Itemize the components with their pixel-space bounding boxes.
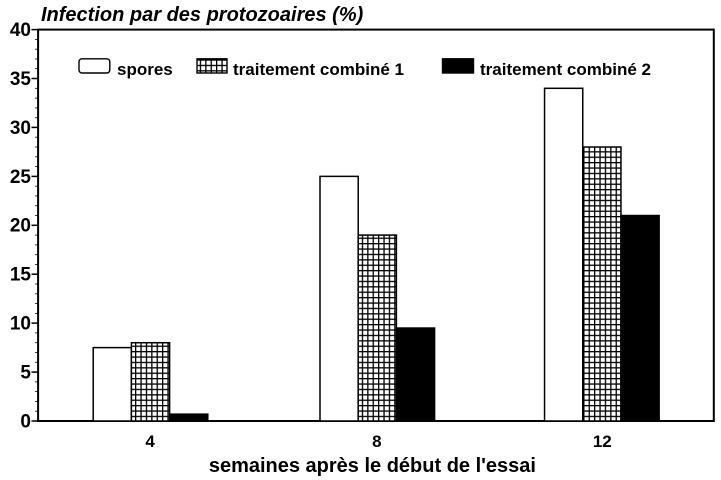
svg-text:40: 40 bbox=[10, 20, 31, 41]
svg-text:12: 12 bbox=[593, 432, 612, 451]
svg-text:spores: spores bbox=[117, 60, 173, 79]
svg-text:traitement combiné 1: traitement combiné 1 bbox=[233, 60, 404, 79]
svg-text:30: 30 bbox=[10, 118, 31, 139]
svg-text:25: 25 bbox=[10, 167, 32, 188]
svg-text:20: 20 bbox=[10, 216, 31, 237]
svg-text:15: 15 bbox=[10, 265, 32, 286]
svg-text:Infection par des protozoaires: Infection par des protozoaires (%) bbox=[41, 4, 364, 26]
svg-text:semaines après le début de l'e: semaines après le début de l'essai bbox=[209, 455, 536, 477]
svg-text:4: 4 bbox=[145, 432, 155, 451]
svg-text:8: 8 bbox=[372, 432, 381, 451]
svg-text:traitement combiné 2: traitement combiné 2 bbox=[480, 60, 651, 79]
svg-text:5: 5 bbox=[20, 363, 31, 384]
svg-text:10: 10 bbox=[10, 314, 31, 335]
svg-text:35: 35 bbox=[10, 69, 32, 90]
svg-text:0: 0 bbox=[20, 411, 31, 432]
